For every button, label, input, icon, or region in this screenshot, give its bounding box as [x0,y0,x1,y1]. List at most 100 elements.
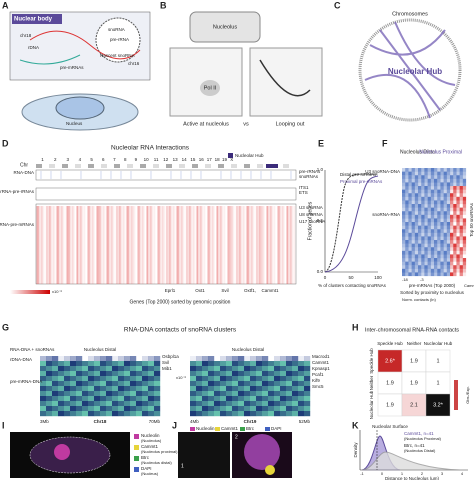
heat-cell [414,204,419,208]
heat-cell [112,411,119,417]
heat-cell [196,366,203,372]
heat-cell [430,207,435,212]
heat-cell [256,376,263,382]
label: 1.0 [317,167,324,172]
heat-cell [232,406,239,412]
label: snoRNA-RNA [372,212,400,217]
cell-value: 1.9 [386,380,394,386]
chr-block [192,164,198,168]
heat-cell [405,268,409,273]
heat-cell [64,411,71,417]
heat-cell [437,247,441,251]
heat-cell [220,391,227,397]
heat-cell [427,189,431,194]
label: pre-rRNA [110,37,129,42]
heat-cell [408,222,412,226]
heat-cell [411,189,415,194]
heat-cell [434,211,438,215]
label: Nucleus [66,121,83,126]
heat-cell [411,261,415,266]
chr-block [257,164,263,168]
heat-cell [256,366,263,372]
heat-cell [100,371,107,377]
heat-cell [118,411,125,417]
heat-cell [424,175,428,179]
heat-cell [214,381,221,387]
heat-cell [421,247,425,251]
heat-cell [427,186,431,190]
heat-cell [402,240,406,244]
heat-cell [402,193,406,197]
label: Distal pre-mRNAs [340,172,377,177]
heat-cell [88,386,95,392]
heat-cell [136,401,143,407]
heat-cell [437,268,441,273]
heat-cell [244,371,251,377]
heat-cell [268,406,275,412]
heat-cell [202,386,209,392]
heat-cell [408,225,412,230]
heat-cell [414,211,419,215]
heat-cell [462,258,467,262]
heat-cell [208,386,215,392]
heat-cell [130,366,137,372]
heat-cell [250,361,257,367]
label: U17 snoRNA [299,219,325,224]
heat-row [35,169,297,181]
heat-cell [421,232,425,237]
heat-cell [427,268,431,273]
heat-cell [418,236,422,241]
heat-cell [456,214,460,219]
heat-cell [244,376,251,382]
heat-cell [421,240,425,244]
heat-cell [292,406,299,412]
heat-cell [154,386,161,392]
chr-label: 7 [113,157,116,162]
hub-block [266,164,278,168]
heat-cell [208,376,215,382]
heat-cell [446,254,451,259]
heat-cell [424,189,428,194]
heat-cell [430,254,435,259]
heat-cell [446,265,451,269]
heat-cell [46,386,53,392]
heat-cell [106,366,113,372]
heat-cell [414,250,419,255]
heat-cell [40,371,47,377]
heat-cell [46,406,53,412]
label: Nucleolar RNA Interactions [111,145,190,152]
heat-cell [456,168,460,172]
label: Top 50 snoRNAs [469,202,474,237]
label: (Nucleolus distal) [141,460,172,465]
heat-cell [298,371,305,377]
micrograph [178,432,230,478]
heat-cell [437,207,441,212]
heat-cell [418,168,422,172]
title: Nuclear body [14,17,53,23]
heat-cell [208,361,215,367]
heat-cell [262,391,269,397]
cell-value: 1.9 [386,402,394,408]
heat-cell [437,171,441,176]
heat-cell [292,386,299,392]
heat-row [35,203,297,285]
heat-cell [238,381,245,387]
heat-cell [408,232,412,237]
heat-cell [450,272,454,277]
label: 0 [324,275,327,280]
label: 2 [235,434,238,440]
heat-cell [424,254,428,259]
heat-cell [130,361,137,367]
heat-cell [453,196,457,201]
heat-cell [456,240,460,244]
heat-cell [130,371,137,377]
label: 70Mb [149,419,161,424]
heat-cell [82,376,89,382]
heat-cell [262,376,269,382]
heat-cell [130,406,137,412]
heat-cell [100,356,107,362]
heat-cell [214,406,221,412]
heat-cell [434,186,438,190]
heat-cell [304,366,311,372]
heat-cell [136,386,143,392]
